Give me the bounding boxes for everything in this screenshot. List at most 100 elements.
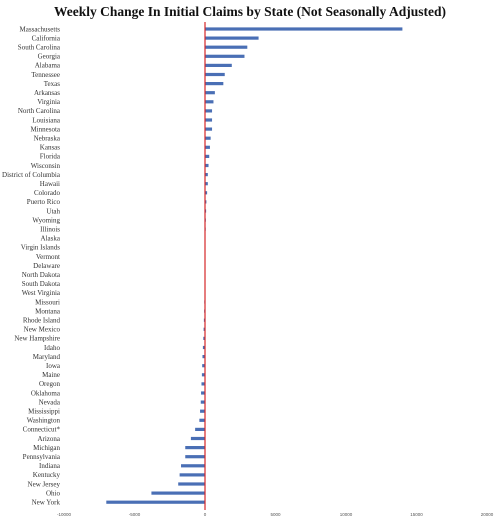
category-label-indiana: Indiana (39, 462, 61, 470)
bar-south-carolina (205, 45, 248, 49)
category-label-district-of-columbia: District of Columbia (2, 171, 61, 179)
category-label-kentucky: Kentucky (33, 471, 61, 479)
bar-connecticut (195, 427, 205, 431)
bar-washington (199, 418, 205, 422)
bar-new-mexico (203, 327, 205, 331)
category-label-south-dakota: South Dakota (22, 280, 61, 288)
category-label-colorado: Colorado (34, 189, 61, 197)
bar-virginia (205, 100, 214, 104)
category-label-kansas: Kansas (40, 144, 60, 152)
category-label-new-hampshire: New Hampshire (14, 335, 60, 343)
category-label-maine: Maine (42, 371, 60, 379)
bar-texas (205, 82, 224, 86)
category-label-connecticut: Connecticut* (23, 426, 61, 434)
bar-alabama (205, 63, 232, 67)
bar-michigan (185, 446, 205, 450)
category-label-oklahoma: Oklahoma (31, 389, 61, 397)
bar-new-york (106, 500, 205, 504)
category-label-nebraska: Nebraska (34, 135, 61, 143)
bar-ohio (151, 491, 205, 495)
category-label-arkansas: Arkansas (34, 89, 60, 97)
bar-california (205, 36, 259, 40)
category-label-north-dakota: North Dakota (22, 271, 61, 279)
bar-maryland (202, 355, 205, 359)
bar-north-carolina (205, 109, 213, 113)
bar-indiana (181, 464, 205, 468)
bar-iowa (202, 364, 205, 368)
category-label-alabama: Alabama (35, 62, 61, 70)
x-tick-label-1: -5000 (129, 512, 141, 517)
category-label-florida: Florida (40, 153, 61, 161)
category-label-minnesota: Minnesota (30, 125, 60, 133)
category-label-rhode-island: Rhode Island (23, 317, 61, 325)
category-label-michigan: Michigan (33, 444, 60, 452)
category-label-massachusetts: Massachusetts (20, 25, 61, 33)
x-axis-ticks-group: -10000 -5000 0 5000 10000 15000 20000 (57, 512, 494, 517)
bar-massachusetts (205, 27, 403, 31)
bar-kentucky (179, 473, 205, 477)
category-label-idaho: Idaho (44, 344, 60, 352)
bar-mississippi (200, 409, 205, 413)
category-label-south-carolina: South Carolina (18, 44, 61, 52)
category-label-puerto-rico: Puerto Rico (27, 198, 61, 206)
category-label-nevada: Nevada (39, 398, 61, 406)
bar-new-hampshire (203, 336, 205, 340)
bar-maine (201, 373, 205, 377)
category-label-wyoming: Wyoming (32, 216, 60, 224)
bar-new-jersey (178, 482, 205, 486)
x-tick-label-3: 5000 (270, 512, 281, 517)
category-label-california: California (32, 34, 61, 42)
category-label-utah: Utah (46, 207, 60, 215)
bar-arkansas (205, 91, 215, 95)
bar-georgia (205, 54, 245, 58)
category-label-new-york: New York (32, 499, 61, 507)
x-tick-label-0: -10000 (57, 512, 72, 517)
x-tick-label-5: 15000 (410, 512, 423, 517)
bar-nevada (200, 400, 205, 404)
bar-minnesota (205, 127, 213, 131)
category-label-oregon: Oregon (39, 380, 60, 388)
category-label-georgia: Georgia (38, 53, 61, 61)
category-label-vermont: Vermont (36, 253, 60, 261)
category-label-virgin-islands: Virgin Islands (21, 244, 61, 252)
category-label-new-mexico: New Mexico (24, 326, 61, 334)
bar-pennsylvania (185, 455, 205, 459)
chart-title: Weekly Change In Initial Claims by State… (54, 4, 446, 19)
bar-louisiana (205, 118, 213, 122)
bar-hawaii (205, 182, 208, 186)
category-label-illinois: Illinois (40, 226, 60, 234)
x-tick-label-6: 20000 (481, 512, 494, 517)
category-label-west-virginia: West Virginia (22, 289, 61, 297)
bar-oklahoma (201, 391, 205, 395)
category-label-virginia: Virginia (37, 98, 61, 106)
category-label-maryland: Maryland (33, 353, 61, 361)
category-label-montana: Montana (35, 307, 61, 315)
bar-wisconsin (205, 163, 209, 168)
x-tick-label-4: 10000 (340, 512, 353, 517)
bar-nebraska (205, 136, 211, 140)
category-label-new-jersey: New Jersey (28, 480, 61, 488)
category-label-iowa: Iowa (46, 362, 61, 370)
category-label-missouri: Missouri (35, 298, 60, 306)
category-label-wisconsin: Wisconsin (31, 162, 61, 170)
bars-group (106, 27, 403, 504)
bar-arizona (190, 436, 205, 441)
category-label-tennessee: Tennessee (31, 71, 60, 79)
bar-tennessee (205, 72, 225, 77)
category-label-delaware: Delaware (33, 262, 60, 270)
x-tick-label-2: 0 (204, 512, 207, 517)
bar-idaho (202, 345, 205, 350)
bar-oregon (201, 382, 205, 386)
category-label-mississippi: Mississippi (28, 408, 60, 416)
category-label-louisiana: Louisiana (32, 116, 60, 124)
bar-kansas (205, 145, 210, 149)
category-label-north-carolina: North Carolina (18, 107, 61, 115)
bar-colorado (205, 191, 208, 195)
category-label-hawaii: Hawaii (40, 180, 60, 188)
category-label-washington: Washington (27, 417, 61, 425)
bar-district-of-columbia (205, 173, 208, 177)
category-label-arizona: Arizona (37, 435, 60, 443)
category-label-alaska: Alaska (41, 235, 61, 243)
